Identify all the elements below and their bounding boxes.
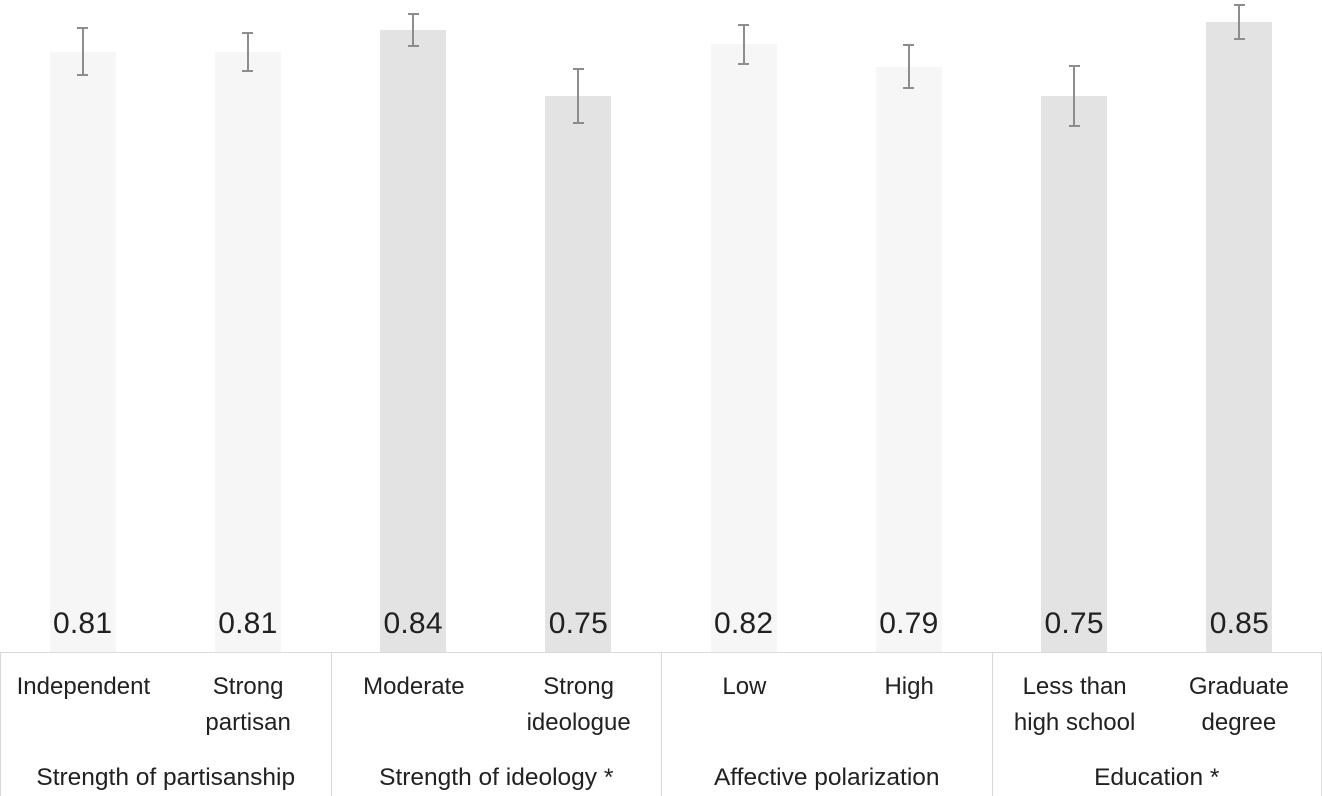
error-bar-top-cap (77, 27, 89, 30)
error-bar-top-cap (407, 12, 419, 15)
error-bar-top-cap (903, 44, 915, 47)
bar-label: Less than high school (1013, 673, 1136, 736)
bar-labels-row: Less than high school Graduate degree (993, 653, 1322, 741)
error-bar (1073, 65, 1076, 128)
error-bar-top-cap (1233, 4, 1245, 7)
bar-label: Strong partisan (205, 673, 291, 736)
error-bar-bottom-cap (1068, 125, 1080, 128)
error-bar-top-cap (572, 68, 584, 71)
bar-value-label: 0.79 (879, 607, 939, 640)
group-label: Strength of partisanship (36, 764, 296, 792)
error-bar-bottom-cap (1233, 38, 1245, 40)
category-axis: Independent Strong partisan Strength of pa… (0, 652, 1322, 796)
bar-labels-row: Low High (662, 653, 992, 705)
bar-label: Low (722, 673, 767, 700)
error-bar (1238, 4, 1241, 40)
bar-value-label: 0.84 (383, 607, 443, 640)
bar-label: Independent (16, 673, 151, 700)
bar-value-label: 0.81 (53, 607, 113, 640)
error-bar-bottom-cap (242, 69, 254, 72)
bar-value-label: 0.75 (1044, 607, 1104, 640)
group-cell: Moderate Strong ideologue Strength of ideo… (330, 652, 662, 796)
error-bar-top-cap (738, 23, 750, 26)
bar-value-label: 0.75 (548, 607, 608, 640)
bar (875, 66, 942, 652)
bar-labels-row: Moderate Strong ideologue (332, 653, 662, 741)
error-bar-top-cap (1068, 65, 1080, 68)
group-cell: Independent Strong partisan Strength of pa… (0, 652, 331, 796)
error-bar (577, 68, 580, 125)
error-bar (742, 23, 745, 66)
bar-value-label: 0.82 (714, 607, 774, 640)
bar (1206, 22, 1273, 652)
error-bar-bottom-cap (903, 86, 915, 89)
bar (214, 51, 281, 652)
bar-label: Strong ideologue (526, 673, 631, 736)
bar (1041, 96, 1108, 652)
error-bar (81, 27, 84, 77)
bar-value-label: 0.81 (218, 607, 278, 640)
bar-label: High (884, 673, 934, 700)
group-label: Education * (1094, 764, 1220, 792)
bar-labels-row: Independent Strong partisan (1, 653, 331, 741)
bar (49, 51, 116, 652)
error-bar-top-cap (242, 31, 254, 34)
bar-value-label: 0.85 (1209, 607, 1269, 640)
bar (545, 96, 612, 652)
group-cell: Less than high school Graduate degree Educ… (991, 652, 1322, 796)
error-bar-bottom-cap (77, 74, 89, 77)
error-bar-bottom-cap (572, 122, 584, 125)
bar-label: Moderate (363, 673, 465, 700)
bar-label: Graduate degree (1188, 673, 1289, 736)
bar (380, 29, 447, 652)
plot-area: 0.81 0.81 0.84 0.75 0.82 0.79 0.75 0.85 (49, 4, 1273, 652)
group-label: Strength of ideology * (379, 764, 614, 792)
error-bar (246, 31, 249, 72)
bar (710, 44, 777, 652)
error-bar-bottom-cap (738, 63, 750, 66)
error-bar (412, 12, 415, 47)
group-label: Affective polarization (713, 764, 940, 792)
error-bar-bottom-cap (407, 44, 419, 47)
group-cell: Low High Affective polarization (661, 652, 992, 796)
error-bar (907, 44, 910, 89)
